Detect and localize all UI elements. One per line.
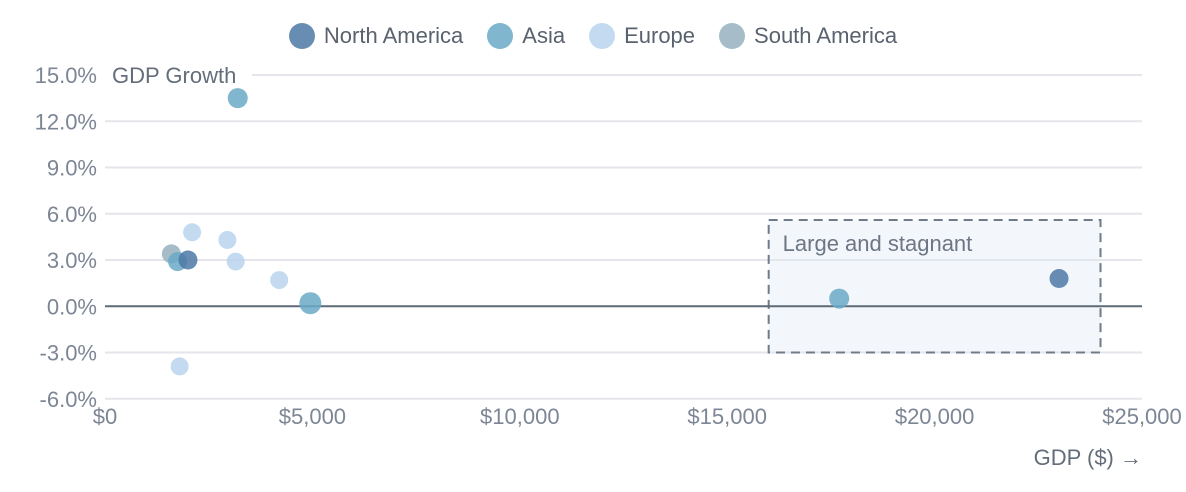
legend-dot-icon bbox=[589, 23, 616, 49]
data-point-asia[interactable] bbox=[227, 88, 248, 109]
data-point-europe[interactable] bbox=[270, 271, 289, 290]
legend-item-europe[interactable]: Europe bbox=[589, 23, 695, 49]
legend-label: South America bbox=[754, 23, 898, 48]
x-tick-label: $0 bbox=[93, 404, 117, 429]
data-point-europe[interactable] bbox=[183, 223, 202, 242]
data-point-north-america[interactable] bbox=[178, 250, 198, 270]
legend-item-south-america[interactable]: South America bbox=[719, 23, 897, 49]
data-point-europe[interactable] bbox=[226, 252, 245, 271]
y-tick-label: 15.0% bbox=[35, 63, 97, 88]
x-tick-label: $15,000 bbox=[687, 404, 767, 429]
x-tick-label: $25,000 bbox=[1102, 404, 1182, 429]
legend: North America Asia Europe South America bbox=[0, 23, 1186, 49]
legend-dot-icon bbox=[288, 23, 315, 49]
legend-dot-icon bbox=[719, 23, 746, 49]
legend-label: Europe bbox=[624, 23, 696, 48]
annotation-label: Large and stagnant bbox=[783, 231, 973, 256]
y-axis-title: GDP Growth bbox=[112, 63, 237, 88]
y-tick-label: 0.0% bbox=[47, 294, 97, 319]
y-tick-label: -3.0% bbox=[40, 341, 97, 366]
y-tick-label: 12.0% bbox=[35, 109, 97, 134]
x-axis-title: GDP ($) → bbox=[1033, 445, 1142, 470]
data-point-north-america[interactable] bbox=[1049, 269, 1069, 289]
x-tick-label: $10,000 bbox=[480, 404, 560, 429]
y-tick-label: 3.0% bbox=[47, 248, 97, 273]
data-point-europe[interactable] bbox=[170, 357, 189, 376]
y-tick-label: 6.0% bbox=[47, 202, 97, 227]
x-tick-label: $5,000 bbox=[279, 404, 346, 429]
data-point-asia[interactable] bbox=[829, 288, 850, 309]
y-tick-label: -6.0% bbox=[40, 387, 97, 412]
legend-label: North America bbox=[323, 23, 464, 48]
legend-item-asia[interactable]: Asia bbox=[487, 23, 565, 49]
data-point-asia[interactable] bbox=[299, 292, 322, 315]
legend-item-north-america[interactable]: North America bbox=[288, 23, 464, 49]
legend-label: Asia bbox=[522, 23, 566, 48]
data-point-europe[interactable] bbox=[218, 230, 237, 249]
legend-dot-icon bbox=[487, 23, 514, 49]
y-tick-label: 9.0% bbox=[47, 156, 97, 181]
annotation-box bbox=[767, 218, 1102, 354]
x-tick-label: $20,000 bbox=[895, 404, 975, 429]
